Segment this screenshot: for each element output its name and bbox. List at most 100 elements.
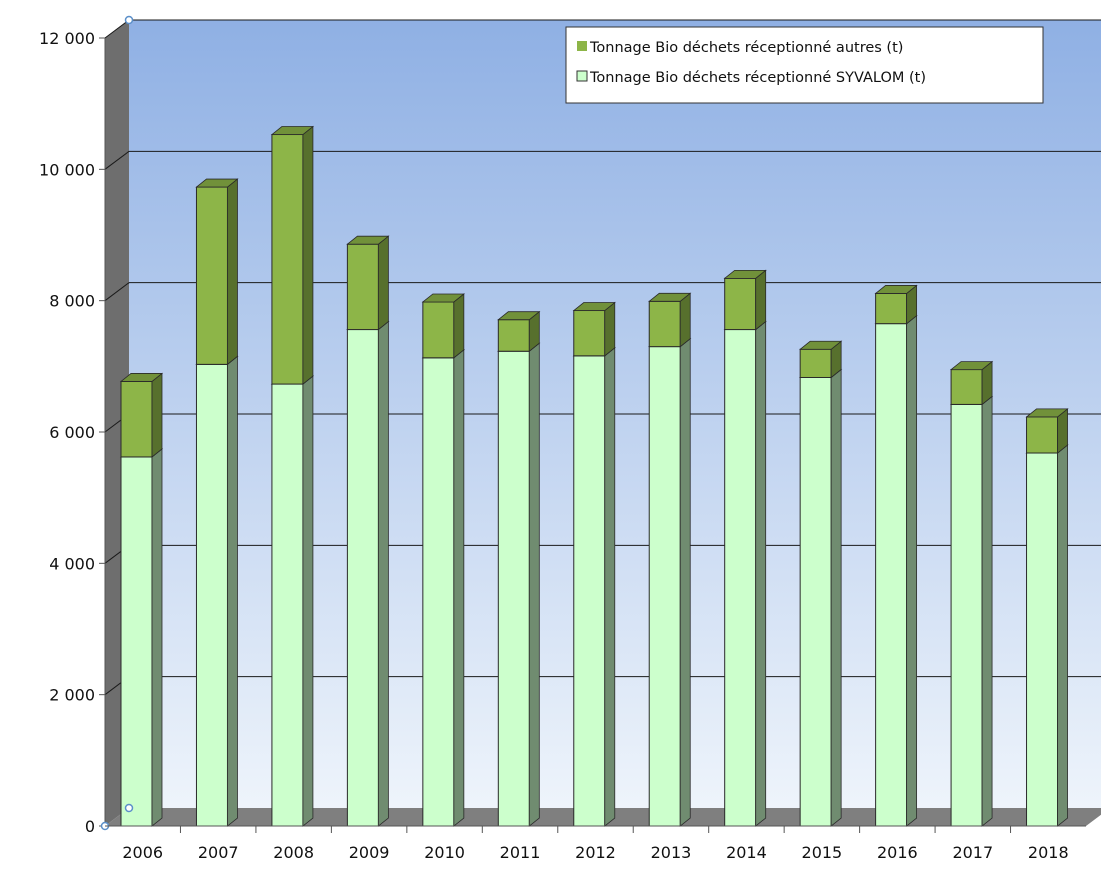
gridline-side-8000: [104, 282, 130, 302]
x-tick-label-2007: 2007: [198, 843, 239, 862]
legend-label: Tonnage Bio déchets réceptionné SYVALOM …: [589, 70, 926, 86]
bar-group-2015: [799, 340, 843, 827]
legend-swatch: [577, 41, 587, 51]
bar-group-2009: [346, 235, 390, 827]
bar-side: [151, 372, 163, 458]
bar-side: [981, 395, 993, 827]
y-tick-label: 10 000: [39, 160, 95, 179]
bar-front: [799, 376, 832, 827]
bar-front: [573, 355, 606, 827]
bar-top: [119, 373, 164, 382]
bar-group-2007: [195, 178, 239, 827]
bar-2016-series-0: [874, 314, 918, 827]
bar-front: [120, 380, 153, 458]
bar-front: [573, 310, 606, 357]
legend: Tonnage Bio déchets réceptionné autres (…: [565, 26, 1044, 104]
bar-side: [453, 348, 465, 827]
gridline-side-12000: [104, 19, 130, 39]
bar-2010-series-1: [421, 293, 465, 359]
gridline-side-10000: [104, 150, 130, 170]
x-tick-label-2009: 2009: [349, 843, 390, 862]
y-tick-label: 12 000: [39, 29, 95, 48]
bar-2013-series-1: [648, 292, 692, 348]
bar-2014-series-0: [723, 320, 767, 827]
legend-box: [565, 26, 1044, 104]
bar-2006-series-1: [119, 372, 164, 458]
bar-side: [906, 314, 918, 827]
bar-top: [195, 178, 239, 188]
bar-group-2012: [572, 301, 616, 827]
bar-2012-series-1: [572, 301, 616, 357]
bar-side: [377, 235, 389, 331]
bar-2011-series-1: [497, 310, 541, 353]
bar-top: [497, 311, 541, 321]
bar-2015-series-0: [799, 368, 843, 827]
bar-2014-series-1: [723, 269, 767, 331]
bar-front: [875, 292, 908, 325]
bar-side: [151, 448, 163, 827]
bar-front: [1026, 452, 1059, 827]
x-tick-label-2013: 2013: [651, 843, 692, 862]
bar-top: [270, 126, 315, 135]
bar-2018-series-0: [1025, 444, 1069, 827]
bar-front: [799, 348, 832, 378]
x-tick-label-2017: 2017: [952, 843, 993, 862]
selection-handle: [124, 803, 134, 813]
y-tick-label: 6 000: [49, 423, 95, 442]
bar-top: [572, 302, 616, 311]
x-tick-label-2010: 2010: [424, 843, 465, 862]
bar-2010-series-0: [421, 348, 465, 827]
bar-2007-series-1: [195, 178, 239, 366]
bar-front: [271, 383, 304, 827]
legend-swatch: [576, 70, 588, 82]
bar-2009-series-1: [346, 235, 390, 331]
bar-group-2017: [949, 360, 994, 827]
axes: 0 2 000 4 000 6 000 8 000 10 000 12 000 2006 200…: [39, 15, 1086, 862]
x-tick-label-2016: 2016: [877, 843, 918, 862]
bar-front: [724, 329, 757, 827]
bar-2016-series-1: [874, 284, 918, 325]
legend-entry-0: Tonnage Bio déchets réceptionné autres (…: [577, 40, 903, 56]
bar-group-2006: [119, 372, 164, 827]
bar-side: [604, 346, 616, 827]
bar-side: [377, 320, 389, 827]
bar-front: [346, 243, 379, 331]
bar-side: [227, 178, 238, 366]
bar-front: [875, 323, 908, 827]
x-tick-label-2011: 2011: [500, 843, 541, 862]
bar-front: [724, 277, 757, 331]
bar-side: [302, 375, 314, 827]
bar-2008-series-1: [270, 125, 315, 385]
x-tick-label-2015: 2015: [802, 843, 843, 862]
bar-2006-series-0: [119, 448, 164, 827]
bar-2015-series-1: [799, 340, 843, 379]
bar-front: [497, 319, 530, 352]
bar-front: [120, 456, 153, 827]
bar-front: [422, 301, 455, 359]
bar-top: [346, 235, 390, 245]
y-tick-label: 2 000: [49, 686, 95, 705]
bar-top: [874, 285, 918, 294]
selection-handle: [124, 15, 134, 25]
legend-entry-1: Tonnage Bio déchets réceptionné SYVALOM …: [576, 70, 926, 86]
bar-2017-series-1: [949, 360, 994, 406]
bar-2017-series-0: [949, 395, 994, 827]
bar-side: [830, 368, 842, 827]
bar-side: [528, 342, 540, 827]
x-tick-label-2012: 2012: [575, 843, 616, 862]
bar-top: [648, 292, 692, 302]
bar-2013-series-0: [648, 337, 692, 827]
bar-top: [421, 293, 465, 303]
bar-side: [1057, 444, 1068, 827]
y-tick-label: 0: [85, 817, 95, 836]
bar-group-2011: [497, 310, 541, 827]
bar-front: [950, 369, 983, 405]
bar-side: [755, 269, 767, 331]
bar-front: [497, 350, 530, 827]
bar-2007-series-0: [195, 355, 239, 827]
bar-group-2014: [723, 269, 767, 827]
legend-label: Tonnage Bio déchets réceptionné autres (…: [589, 40, 903, 56]
bar-top: [949, 361, 994, 371]
